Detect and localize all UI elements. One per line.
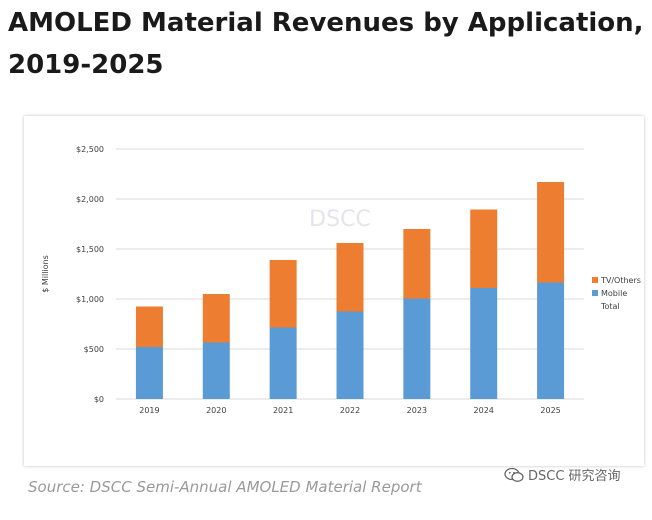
bar-mobile-2019 [135, 347, 163, 399]
brand-badge: DSCC 研究咨询 [504, 465, 621, 484]
y-tick-label: $0 [94, 395, 104, 404]
y-tick-label: $1,000 [76, 295, 104, 304]
source-note: Source: DSCC Semi-Annual AMOLED Material… [28, 478, 422, 496]
bar-tv-others-2023 [403, 229, 431, 299]
page-title: AMOLED Material Revenues by Application,… [8, 8, 644, 80]
bar-mobile-2024 [470, 288, 498, 399]
x-tick-label: 2023 [407, 406, 427, 415]
bar-mobile-2023 [403, 298, 431, 399]
x-tick-label: 2024 [474, 406, 494, 415]
y-tick-label: $500 [84, 345, 104, 354]
x-tick-label: 2021 [273, 406, 293, 415]
bar-mobile-2022 [336, 311, 364, 399]
bar-tv-others-2020 [202, 294, 230, 343]
legend-label: Total [600, 302, 620, 311]
legend-label: TV/Others [600, 276, 641, 285]
stacked-bar-chart: DSCC $0 $500 $1,000 $1,500 $2,000 $2,500 2019 2… [41, 145, 641, 415]
legend-swatch [592, 290, 598, 296]
y-tick-label: $2,500 [76, 145, 104, 154]
x-tick-label: 2025 [540, 406, 560, 415]
y-axis-label: $ Millions [41, 255, 50, 293]
brand-label: DSCC 研究咨询 [528, 469, 621, 484]
bar-tv-others-2021 [269, 260, 297, 328]
bar-mobile-2025 [537, 282, 565, 399]
bar-tv-others-2022 [336, 243, 364, 312]
bar-tv-others-2025 [537, 182, 565, 283]
x-tick-label: 2022 [340, 406, 360, 415]
wechat-icon [504, 467, 524, 482]
x-tick-label: 2019 [139, 406, 159, 415]
y-tick-label: $1,500 [76, 245, 104, 254]
x-tick-label: 2020 [206, 406, 226, 415]
legend-label: Mobile [601, 289, 627, 298]
bar-mobile-2021 [269, 327, 297, 399]
chart-panel: DSCC $0 $500 $1,000 $1,500 $2,000 $2,500 2019 2… [24, 116, 644, 466]
bar-mobile-2020 [202, 342, 230, 399]
bar-tv-others-2024 [470, 209, 498, 288]
y-tick-label: $2,000 [76, 195, 104, 204]
watermark: DSCC [309, 207, 371, 232]
legend-swatch [592, 277, 598, 283]
bar-tv-others-2019 [135, 306, 163, 347]
